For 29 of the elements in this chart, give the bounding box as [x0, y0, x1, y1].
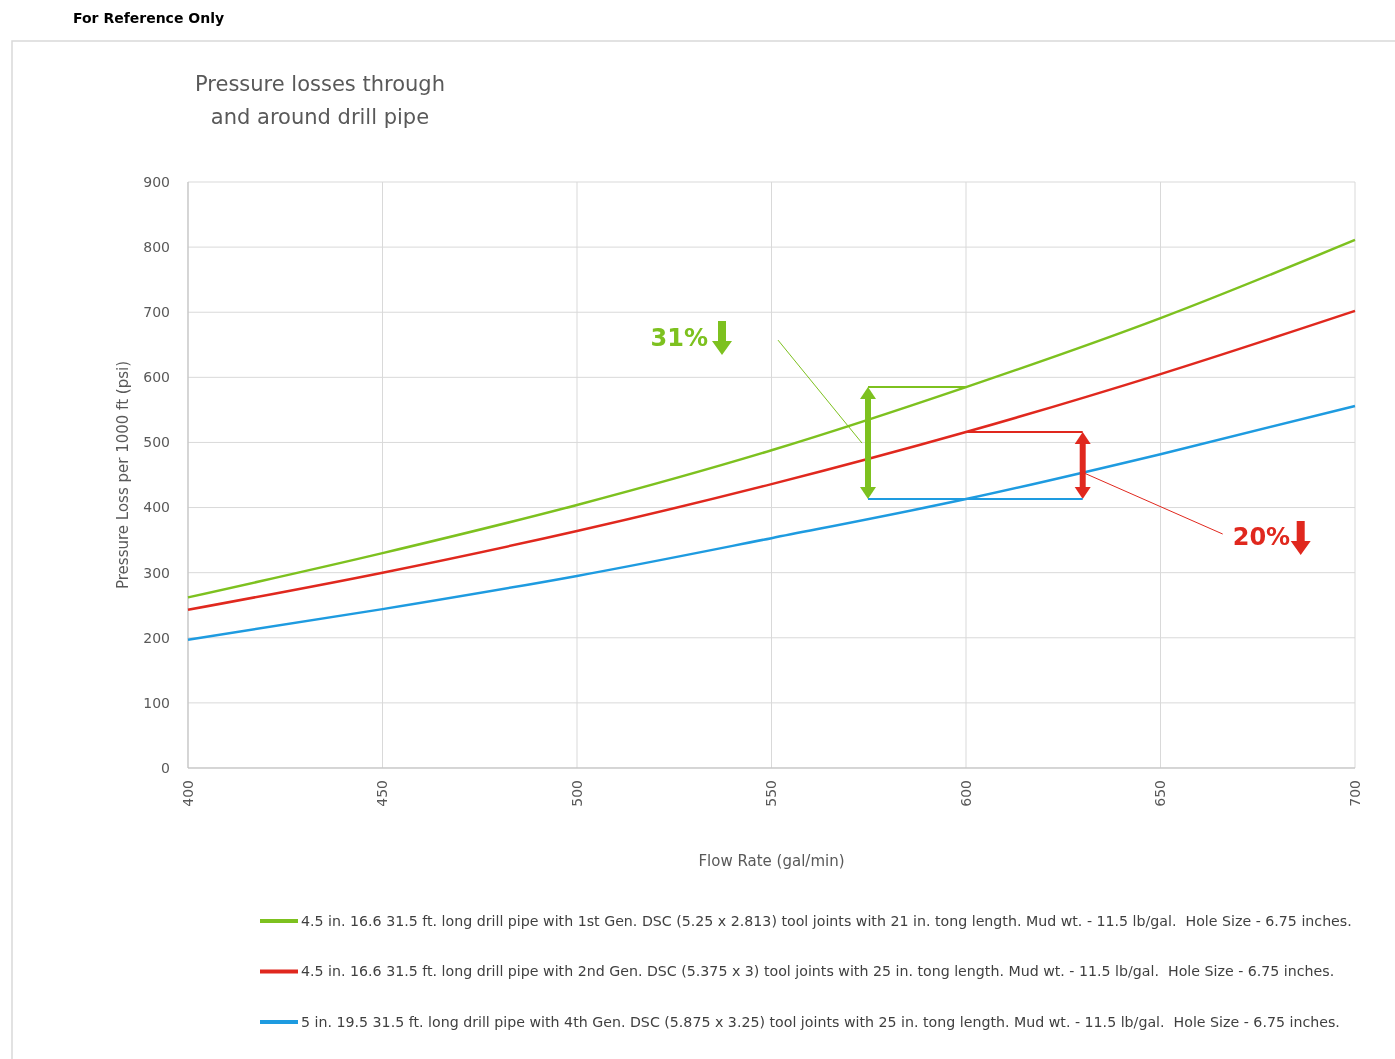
text: For Reference Only [73, 10, 225, 26]
x-tick-label: 550 [763, 780, 780, 807]
x-axis-title: Flow Rate (gal/min) [698, 852, 845, 870]
y-axis-title: Pressure Loss per 1000 ft (psi) [114, 361, 132, 589]
y-tick-label: 700 [143, 304, 170, 321]
y-tick-label: 600 [143, 369, 170, 386]
x-tick-label: 400 [179, 780, 196, 807]
y-tick-label: 900 [143, 173, 170, 190]
chart-title: Pressure losses through and around drill pipe [195, 72, 445, 129]
x-tick-label: 500 [568, 780, 585, 807]
y-tick-label: 800 [143, 239, 170, 256]
line-series [186, 404, 1357, 641]
y-tick-label: 100 [143, 694, 170, 711]
line-series [186, 309, 1357, 612]
y-tick-label: 200 [143, 629, 170, 646]
line-series [186, 238, 1357, 599]
legend-label: 4.5 in. 16.6 31.5 ft. long drill pipe with 1st Gen. DSC (5.25 x 2.813) tool joints with 21 in. tong length. Mud wt. - 11.5 lb/gal. Hole Size - 6.75 inches. [301, 912, 1352, 929]
y-tick-label: 0 [161, 759, 170, 776]
y-tick-label: 400 [143, 499, 170, 516]
legend-label: 5 in. 19.5 31.5 ft. long drill pipe with 4th Gen. DSC (5.875 x 3.25) tool joints with 25 in. tong length. Mud wt. - 11.5 lb/gal. Hole Size - 6.75 inches. [301, 1013, 1340, 1030]
annotation: 31% [650, 323, 708, 352]
legend-label: 4.5 in. 16.6 31.5 ft. long drill pipe with 2nd Gen. DSC (5.375 x 3) tool joints with 25 in. tong length. Mud wt. - 11.5 lb/gal. Hole Size - 6.75 inches. [301, 963, 1335, 980]
y-tick-label: 300 [143, 564, 170, 581]
x-tick-label: 650 [1152, 780, 1169, 807]
y-tick-label: 500 [143, 434, 170, 451]
x-tick-label: 700 [1346, 780, 1363, 807]
annotation: 20% [1232, 523, 1291, 552]
x-tick-label: 450 [374, 780, 391, 807]
x-tick-label: 600 [957, 780, 974, 807]
